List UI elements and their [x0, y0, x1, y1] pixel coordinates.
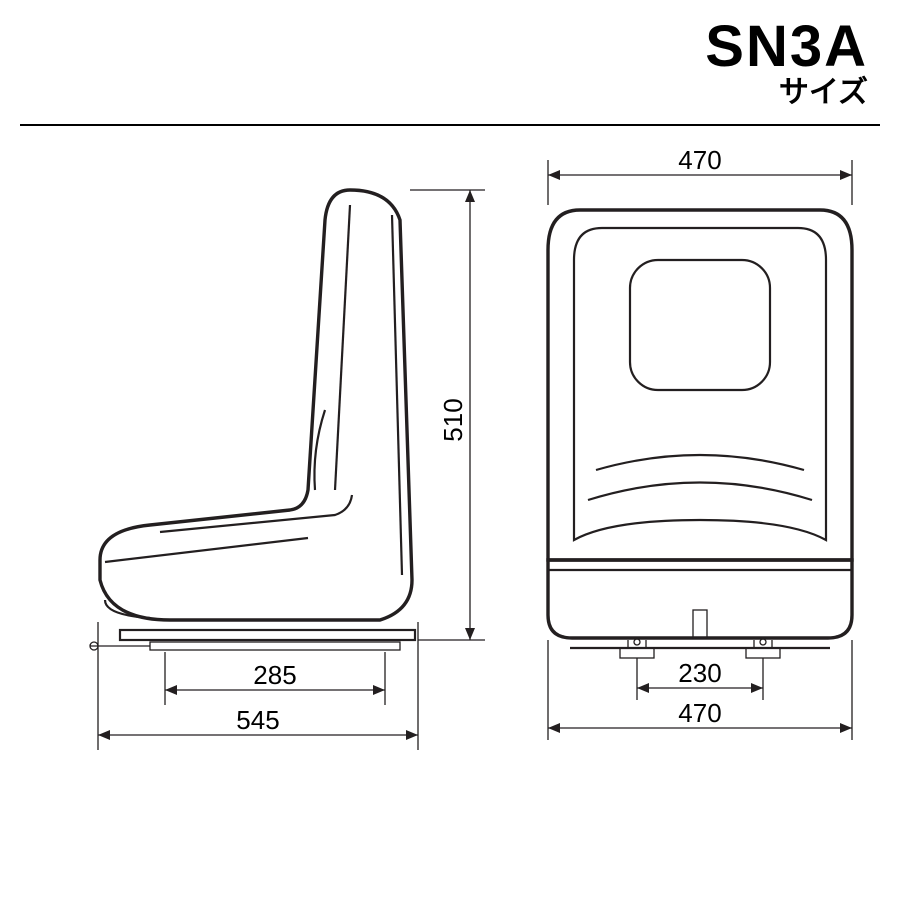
dim-front-mount: 230: [637, 658, 763, 700]
dim-front-mount-value: 230: [678, 658, 721, 688]
dim-front-width-bottom: 470: [548, 640, 852, 740]
dim-side-depth-value: 545: [236, 705, 279, 735]
side-view: 285 545 510: [50, 160, 520, 800]
page: SN3A サイズ 285: [0, 0, 900, 900]
model-label: SN3A: [705, 18, 868, 76]
dim-front-width-bottom-value: 470: [678, 698, 721, 728]
dim-side-rail: 285: [165, 652, 385, 705]
header-rule: [20, 124, 880, 126]
dim-side-rail-value: 285: [253, 660, 296, 690]
front-view: 470: [510, 140, 890, 820]
header: SN3A サイズ: [705, 18, 868, 108]
dim-front-width-top: 470: [548, 145, 852, 205]
dim-height-value: 510: [438, 398, 468, 441]
dim-height: 510: [410, 190, 485, 640]
dim-front-width-top-value: 470: [678, 145, 721, 175]
subtitle-label: サイズ: [705, 78, 868, 108]
